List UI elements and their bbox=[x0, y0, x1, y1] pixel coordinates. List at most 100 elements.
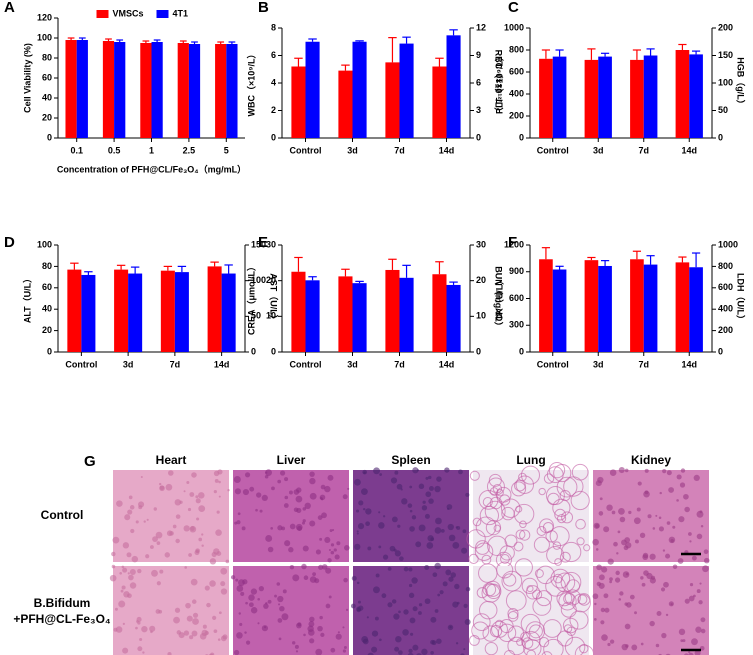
y-tick-label: 6 bbox=[271, 50, 276, 60]
tissue-texture bbox=[342, 626, 345, 629]
tissue-texture bbox=[230, 575, 236, 580]
tissue-texture bbox=[641, 582, 646, 587]
tissue-texture bbox=[277, 595, 284, 603]
tissue-texture bbox=[432, 572, 438, 578]
tissue-texture bbox=[700, 524, 704, 528]
tissue-texture bbox=[263, 603, 269, 609]
tissue-texture bbox=[347, 487, 350, 490]
tissue-texture bbox=[209, 558, 217, 565]
tissue-texture bbox=[394, 470, 399, 475]
error-bar bbox=[153, 39, 161, 42]
tissue-texture bbox=[507, 625, 525, 643]
tissue-texture bbox=[637, 481, 642, 486]
bar bbox=[539, 259, 553, 352]
tissue-texture bbox=[513, 503, 535, 525]
tissue-texture bbox=[328, 595, 332, 599]
tissue-texture bbox=[571, 593, 591, 613]
tissue-texture bbox=[624, 623, 631, 630]
tissue-texture bbox=[617, 530, 621, 534]
tissue-texture bbox=[398, 610, 401, 614]
tissue-texture bbox=[190, 578, 198, 586]
tissue-texture bbox=[245, 601, 248, 605]
error-bar bbox=[449, 29, 458, 36]
tissue-texture bbox=[593, 618, 597, 621]
tissue-texture bbox=[418, 524, 426, 532]
tissue-texture bbox=[178, 632, 185, 639]
tissue-texture bbox=[541, 651, 553, 655]
tissue-texture bbox=[469, 470, 480, 481]
tissue-texture bbox=[639, 532, 646, 538]
tissue-texture bbox=[321, 564, 328, 570]
error-bar bbox=[632, 49, 642, 60]
tissue-texture bbox=[408, 648, 413, 653]
tissue-texture bbox=[289, 523, 296, 530]
bar bbox=[643, 55, 658, 138]
tissue-texture bbox=[186, 615, 193, 622]
tissue-background bbox=[233, 566, 349, 655]
tissue-texture bbox=[342, 494, 348, 500]
error-bar bbox=[541, 49, 551, 59]
bar bbox=[432, 66, 447, 138]
error-bar bbox=[435, 261, 444, 275]
y2-tick-label: 9 bbox=[476, 50, 481, 60]
error-bar bbox=[555, 265, 564, 270]
tissue-texture bbox=[145, 554, 150, 559]
tissue-background bbox=[113, 566, 229, 655]
y2-tick-label: 0 bbox=[476, 132, 481, 142]
tissue-texture bbox=[156, 541, 161, 545]
x-tick-label: 3d bbox=[593, 359, 604, 369]
error-bar bbox=[191, 41, 198, 44]
error-bar bbox=[142, 40, 150, 43]
error-bar bbox=[177, 265, 187, 273]
tissue-texture bbox=[292, 574, 300, 582]
tissue-texture bbox=[428, 475, 432, 480]
tissue-texture bbox=[198, 492, 205, 499]
tissue-texture bbox=[471, 621, 490, 640]
tissue-texture bbox=[447, 507, 450, 510]
bar bbox=[385, 269, 400, 352]
tissue-texture bbox=[149, 625, 156, 632]
tissue-texture bbox=[282, 589, 287, 594]
tissue-texture bbox=[422, 500, 426, 504]
tissue-texture bbox=[183, 525, 190, 532]
error-bar bbox=[388, 258, 397, 270]
tissue-texture bbox=[302, 507, 307, 511]
tissue-texture bbox=[265, 535, 273, 542]
tissue-texture bbox=[478, 563, 498, 583]
tissue-texture bbox=[111, 564, 116, 569]
bar bbox=[338, 70, 353, 138]
bar bbox=[446, 284, 461, 352]
tissue-texture bbox=[234, 488, 242, 495]
tissue-texture bbox=[624, 602, 628, 606]
tissue-texture bbox=[465, 586, 471, 592]
bar bbox=[446, 35, 461, 139]
tissue-texture bbox=[129, 582, 137, 589]
tissue-texture bbox=[615, 570, 620, 576]
tissue-texture bbox=[303, 633, 306, 637]
tissue-texture bbox=[401, 498, 408, 505]
y-tick-label: 600 bbox=[509, 293, 524, 303]
tissue-texture bbox=[472, 613, 491, 632]
tissue-texture bbox=[601, 634, 608, 641]
tissue-texture bbox=[155, 609, 161, 614]
y2-tick-label: 400 bbox=[718, 304, 733, 314]
tissue-texture bbox=[399, 556, 404, 561]
row-label: B.Bifidum bbox=[34, 596, 91, 610]
bar bbox=[598, 56, 612, 138]
tissue-texture bbox=[334, 554, 340, 560]
tissue-texture bbox=[131, 555, 139, 563]
tissue-texture bbox=[120, 589, 124, 593]
x-tick-label: 3d bbox=[347, 145, 358, 155]
tissue-texture bbox=[485, 519, 502, 536]
tissue-texture bbox=[126, 552, 132, 558]
tissue-texture bbox=[549, 526, 570, 547]
tissue-texture bbox=[428, 486, 434, 491]
tissue-texture bbox=[452, 601, 459, 608]
tissue-texture bbox=[257, 622, 260, 625]
tissue-texture bbox=[375, 573, 380, 578]
tissue-texture bbox=[122, 542, 130, 549]
tissue-texture bbox=[151, 569, 158, 577]
tissue-texture bbox=[204, 630, 209, 636]
tissue-texture bbox=[332, 529, 335, 532]
tissue-texture bbox=[505, 590, 527, 611]
